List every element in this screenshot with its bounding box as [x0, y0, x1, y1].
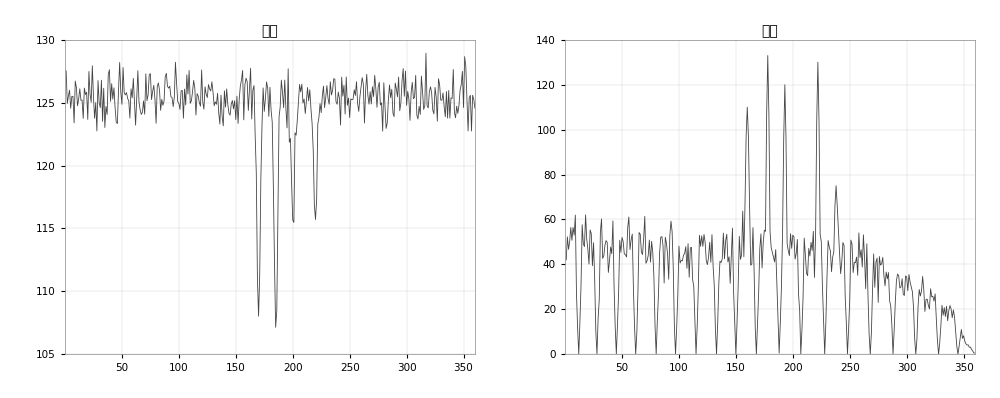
- Title: 方差: 方差: [762, 25, 778, 39]
- Title: 均値: 均値: [262, 25, 278, 39]
